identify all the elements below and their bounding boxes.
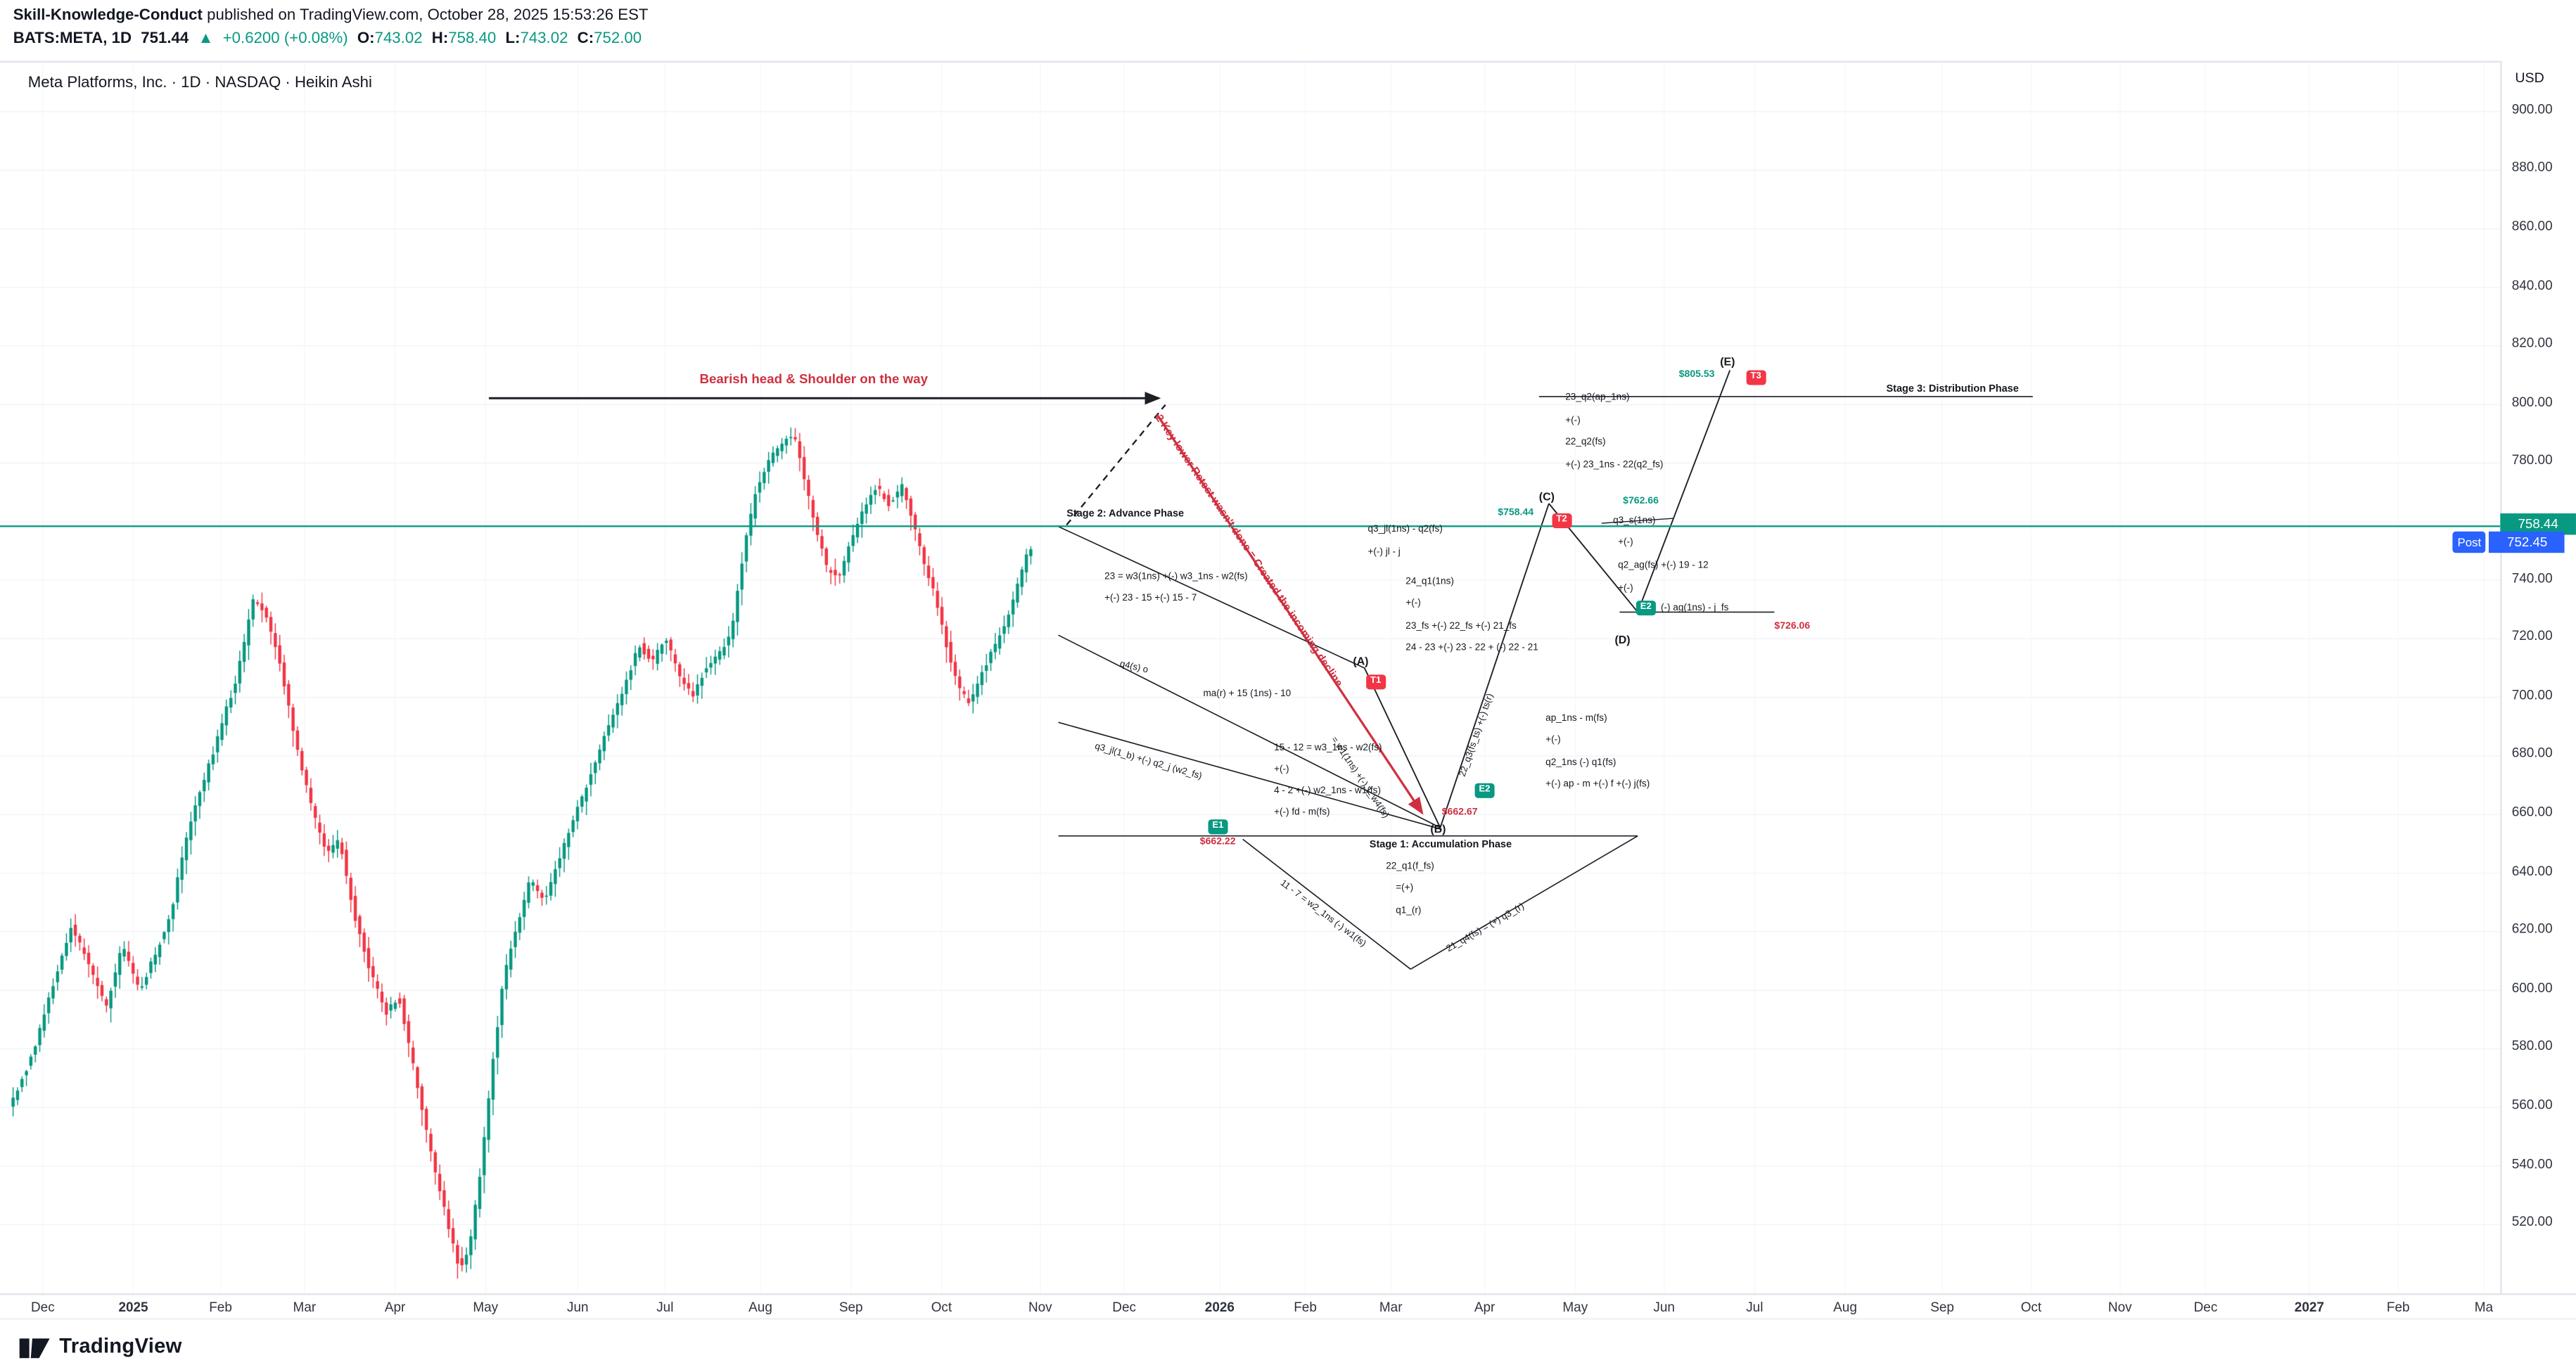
- price-tick-label: 700.00: [2511, 687, 2553, 703]
- post-market-tag: Post: [2452, 532, 2487, 554]
- high-label: H:: [431, 28, 449, 47]
- time-tick-label: Jun: [1653, 1300, 1675, 1315]
- symbol-status-row: BATS:META, 1D 751.44 ▲ +0.6200 (+0.08%) …: [13, 27, 646, 49]
- price-tick-label: 900.00: [2511, 101, 2553, 117]
- post-market-price-row: Post 752.45: [2452, 532, 2565, 554]
- price-change: +0.6200 (+0.08%): [222, 28, 348, 47]
- symbol-timeframe: BATS:META, 1D: [13, 28, 132, 47]
- price-tick-label: 720.00: [2511, 629, 2553, 644]
- chart-area: Stage 2: Advance Phase Stage 1: Accumulat…: [0, 60, 2576, 1295]
- trend-line: [1548, 503, 1638, 613]
- price-tick-label: 600.00: [2511, 980, 2553, 996]
- price-tick-label: 680.00: [2511, 745, 2553, 761]
- time-tick-label: Feb: [2386, 1300, 2410, 1315]
- high-value: 758.40: [448, 28, 497, 47]
- time-tick-label: Jun: [567, 1300, 589, 1315]
- close-value: 752.00: [594, 28, 642, 47]
- trend-line: [1242, 838, 1411, 970]
- post-market-price-badge: 752.45: [2489, 532, 2565, 554]
- open-label: O:: [357, 28, 375, 47]
- author-name: Skill-Knowledge-Conduct: [13, 6, 203, 25]
- time-tick-label: 2025: [118, 1300, 148, 1315]
- price-tick-label: 620.00: [2511, 921, 2553, 937]
- arrow-line: [1156, 413, 1424, 815]
- trend-line: [1058, 526, 1365, 669]
- time-tick-label: Oct: [931, 1300, 952, 1315]
- price-tick-label: 880.00: [2511, 160, 2553, 175]
- open-value: 743.02: [374, 28, 423, 47]
- time-tick-label: Dec: [1112, 1300, 1137, 1315]
- trend-line: [1066, 404, 1166, 526]
- currency-label: USD: [2515, 69, 2544, 86]
- trend-line: [1601, 518, 1674, 524]
- time-tick-label: Jul: [656, 1300, 674, 1315]
- time-tick-label: Feb: [1294, 1300, 1317, 1315]
- time-tick-label: Mar: [293, 1300, 317, 1315]
- price-tick-label: 800.00: [2511, 395, 2553, 410]
- price-tick-label: 560.00: [2511, 1097, 2553, 1113]
- price-tick-label: 780.00: [2511, 453, 2553, 468]
- trend-line: [1439, 503, 1550, 828]
- price-tick-label: 840.00: [2511, 277, 2553, 293]
- change-direction-icon: ▲: [198, 28, 214, 47]
- time-tick-label: Aug: [748, 1300, 772, 1315]
- price-level-badge: 758.44: [2500, 513, 2576, 536]
- time-tick-label: Apr: [1474, 1300, 1496, 1315]
- time-tick-label: Mar: [1379, 1300, 1403, 1315]
- time-tick-label: May: [1562, 1300, 1588, 1315]
- time-axis[interactable]: Dec 2025 Feb Mar Apr May Jun Jul Aug Sep Oct Nov Dec…: [0, 1293, 2576, 1320]
- time-tick-label: Oct: [2020, 1300, 2042, 1315]
- time-tick-label: May: [473, 1300, 499, 1315]
- trend-line: [1637, 370, 1731, 613]
- price-axis[interactable]: USD 900.00 880.00 860.00 840.00 820.00 800.00…: [2500, 60, 2576, 1294]
- last-price: 751.44: [141, 28, 189, 47]
- low-value: 743.02: [520, 28, 568, 47]
- drawings-layer: [0, 370, 2501, 970]
- price-tick-label: 860.00: [2511, 219, 2553, 234]
- close-label: C:: [577, 28, 594, 47]
- time-tick-label: Dec: [2193, 1300, 2218, 1315]
- time-tick-label: Aug: [1833, 1300, 1857, 1315]
- time-tick-label: Dec: [30, 1300, 55, 1315]
- time-tick-label: Feb: [209, 1300, 232, 1315]
- trend-line: [1410, 835, 1638, 970]
- time-tick-label: Nov: [1028, 1300, 1052, 1315]
- tradingview-logo-icon: [19, 1338, 50, 1359]
- publish-info: Skill-Knowledge-Conduct published on Tra…: [13, 5, 649, 26]
- trend-line: [1363, 667, 1441, 828]
- low-label: L:: [505, 28, 521, 47]
- price-tick-label: 820.00: [2511, 335, 2553, 351]
- published-text: published on TradingView.com, October 28…: [202, 6, 649, 25]
- price-tick-label: 640.00: [2511, 863, 2553, 878]
- time-tick-label: 2027: [2294, 1300, 2324, 1315]
- tradingview-logo[interactable]: TradingView: [16, 1325, 181, 1368]
- time-tick-label: Sep: [839, 1300, 863, 1315]
- price-tick-label: 540.00: [2511, 1155, 2553, 1172]
- time-tick-label: Ma: [2474, 1300, 2494, 1315]
- chart-title: Meta Platforms, Inc. · 1D · NASDAQ · Hei…: [27, 74, 372, 93]
- price-tick-label: 660.00: [2511, 804, 2553, 820]
- tradingview-logo-text: TradingView: [59, 1334, 182, 1358]
- time-tick-label: Nov: [2108, 1300, 2132, 1315]
- time-tick-label: Jul: [1746, 1300, 1764, 1315]
- time-tick-label: Sep: [1930, 1300, 1954, 1315]
- trend-line: [1058, 634, 1441, 828]
- price-tick-label: 740.00: [2511, 570, 2553, 586]
- price-tick-label: 520.00: [2511, 1214, 2553, 1230]
- time-tick-label: 2026: [1204, 1300, 1235, 1315]
- price-tick-label: 580.00: [2511, 1039, 2553, 1054]
- time-tick-label: Apr: [384, 1300, 406, 1315]
- chart-pane[interactable]: [0, 62, 2501, 1295]
- trend-line: [1058, 722, 1442, 831]
